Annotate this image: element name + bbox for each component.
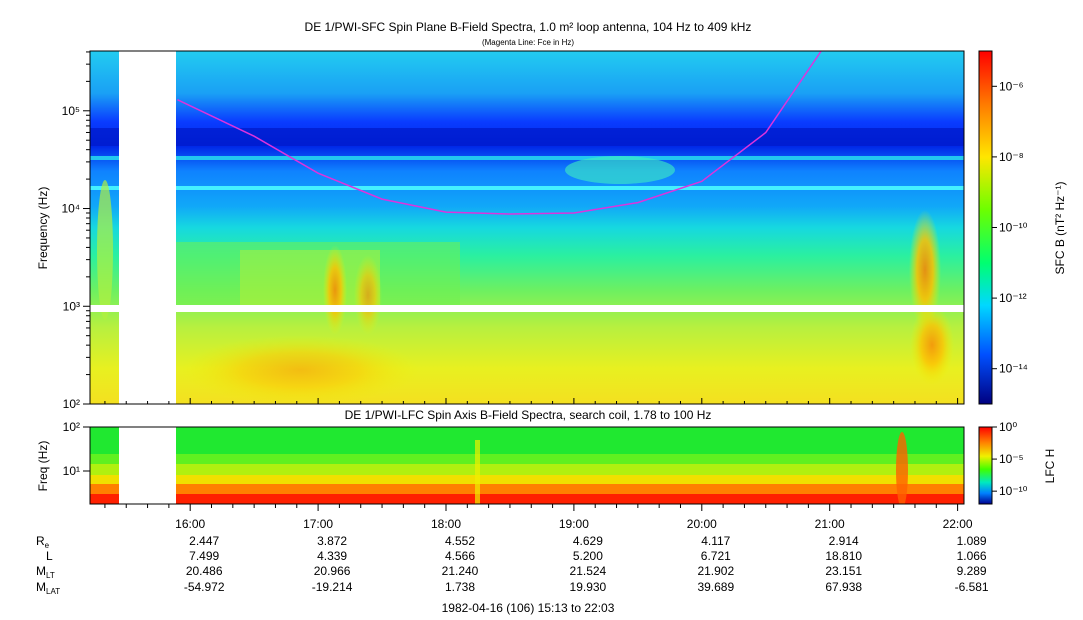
lfc-band-1 [90, 427, 964, 454]
sfc-line-30khz [90, 156, 964, 160]
ephemeris-row-label: MLAT [36, 580, 60, 596]
footer-time-range: 1982-04-16 (106) 15:13 to 22:03 [442, 601, 615, 615]
sfc-cbar-tick-label: 10⁻¹² [999, 291, 1027, 305]
lfc-title: DE 1/PWI-LFC Spin Axis B-Field Spectra, … [345, 408, 712, 422]
sfc-emission-6 [97, 180, 113, 320]
time-tick-label: 16:00 [175, 517, 205, 531]
time-tick-label: 20:00 [687, 517, 717, 531]
time-tick-label: 18:00 [431, 517, 461, 531]
sfc-title: DE 1/PWI-SFC Spin Plane B-Field Spectra,… [305, 20, 752, 34]
lfc-band-4 [90, 475, 964, 484]
ephemeris-value: 21.902 [697, 564, 734, 578]
ephemeris-value: 3.872 [317, 534, 347, 548]
sfc-cbar-tick-label: 10⁻⁶ [999, 79, 1024, 93]
sfc-cbar-tick-label: 10⁻¹⁴ [999, 362, 1028, 376]
ephemeris-value: 23.151 [825, 564, 862, 578]
ephemeris-value: 20.966 [314, 564, 351, 578]
ephemeris-value: -6.581 [955, 580, 989, 594]
lfc-band-6 [90, 494, 964, 504]
lfc-ylabel: Freq (Hz) [36, 441, 50, 492]
sfc-spectrogram [90, 51, 964, 404]
lfc-ytick-label: 10¹ [63, 464, 80, 478]
sfc-colorbar [978, 50, 993, 405]
ephemeris-row-label: L [46, 549, 53, 563]
sfc-emission-4 [909, 210, 941, 330]
ephemeris-value: 21.240 [442, 564, 479, 578]
ephemeris-value: 20.486 [186, 564, 223, 578]
sfc-ytick-label: 10⁵ [62, 104, 80, 118]
ephemeris-value: 7.499 [189, 549, 219, 563]
sfc-ytick-label: 10² [63, 397, 80, 411]
ephemeris-value: 6.721 [701, 549, 731, 563]
ephemeris-value: 1.738 [445, 580, 475, 594]
lfc-frame [89, 426, 965, 505]
lfc-y-axis: 10² 10¹ [63, 420, 90, 478]
ephemeris-value: 39.689 [697, 580, 734, 594]
ephemeris-value: 9.289 [957, 564, 987, 578]
lfc-cbar-tick-label: 10⁰ [999, 420, 1017, 434]
time-tick-label: 19:00 [559, 517, 589, 531]
ephemeris-value: 4.552 [445, 534, 475, 548]
ephemeris-value: 1.066 [957, 549, 987, 563]
sfc-emission-1 [323, 245, 347, 335]
sfc-band-gap [90, 305, 964, 312]
time-axis: 16:00 17:00 18:00 19:00 20:00 21:00 22:00 [104, 398, 973, 531]
sfc-emission-2 [354, 255, 382, 335]
sfc-emission-5 [910, 305, 954, 385]
lfc-burst-2 [896, 432, 908, 504]
lfc-band-2 [90, 454, 964, 464]
ephemeris-value: 4.629 [573, 534, 603, 548]
sfc-subtitle: (Magenta Line: Fce in Hz) [482, 38, 574, 47]
ephemeris-value: 4.117 [701, 534, 730, 548]
sfc-emission-3 [180, 335, 420, 404]
ephemeris-value: 2.914 [829, 534, 859, 548]
ephemeris-value: 2.447 [189, 534, 219, 548]
ephemeris-value: 19.930 [570, 580, 607, 594]
sfc-cbar-tick-label: 10⁻⁸ [999, 150, 1024, 164]
sfc-ylabel: Frequency (Hz) [36, 187, 50, 270]
fce-line [177, 51, 822, 215]
sfc-emission-7 [565, 156, 675, 184]
sfc-colorbar-label: SFC B (nT² Hz⁻¹) [1053, 182, 1067, 275]
sfc-dark-band [90, 128, 964, 146]
sfc-line-17khz [90, 186, 964, 190]
ephemeris-value: -54.972 [184, 580, 225, 594]
lfc-spectrogram [90, 427, 964, 504]
ephemeris-value: 18.810 [825, 549, 862, 563]
lfc-ytick-label: 10² [63, 420, 80, 434]
ephemeris-value: 4.566 [445, 549, 475, 563]
lfc-colorbar [978, 426, 993, 505]
lfc-burst-1 [475, 440, 480, 504]
ephemeris-value: 5.200 [573, 549, 603, 563]
ephemeris-value: 21.524 [570, 564, 607, 578]
lfc-cbar-tick-label: 10⁻¹⁰ [999, 484, 1028, 498]
time-tick-label: 21:00 [815, 517, 845, 531]
ephemeris-value: 4.339 [317, 549, 347, 563]
sfc-ytick-label: 10³ [63, 299, 80, 313]
lfc-band-5 [90, 484, 964, 494]
ephemeris-value: 1.089 [957, 534, 987, 548]
lfc-band-3 [90, 464, 964, 475]
lfc-colorbar-label: LFC H [1043, 449, 1057, 484]
ephemeris-row-label: Re [36, 534, 50, 550]
sfc-ytick-label: 10⁴ [61, 202, 80, 216]
lfc-cbar-tick-label: 10⁻⁵ [999, 452, 1024, 466]
time-tick-label: 17:00 [303, 517, 333, 531]
sfc-cbar-tick-label: 10⁻¹⁰ [999, 221, 1028, 235]
sfc-frame [89, 50, 965, 405]
time-tick-label: 22:00 [943, 517, 973, 531]
ephemeris-table: Re 2.447 3.872 4.552 4.629 4.117 2.914 1.089 L 7.… [36, 534, 989, 596]
lfc-data-gap [119, 427, 176, 504]
lfc-colorbar-ticks: 10⁰ 10⁻⁵ 10⁻¹⁰ [992, 420, 1028, 498]
ephemeris-value: -19.214 [312, 580, 353, 594]
sfc-y-axis: 10² 10³ 10⁴ 10⁵ [61, 51, 90, 411]
sfc-emission-block [175, 242, 460, 307]
ephemeris-row-label: MLT [36, 564, 55, 580]
ephemeris-value: 67.938 [825, 580, 862, 594]
sfc-colorbar-ticks: 10⁻⁶ 10⁻⁸ 10⁻¹⁰ 10⁻¹² 10⁻¹⁴ [992, 79, 1028, 376]
sfc-data-gap [119, 51, 176, 404]
